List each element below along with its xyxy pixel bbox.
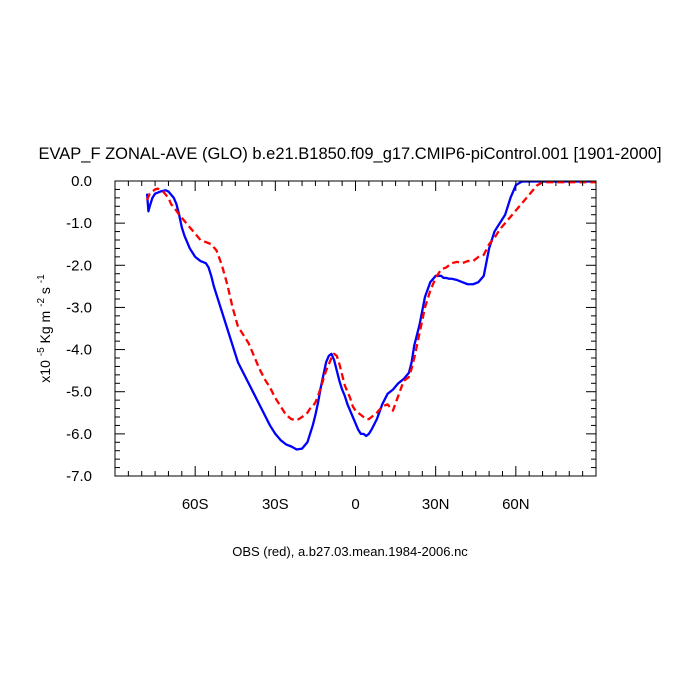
y-axis-label-unit2: s bbox=[37, 287, 53, 294]
y-tick-label: -4.0 bbox=[66, 342, 92, 359]
y-axis-label: x10 -5 Kg m -2 s -1 bbox=[31, 274, 53, 383]
chart-title: EVAP_F ZONAL-AVE (GLO) b.e21.B1850.f09_g… bbox=[38, 145, 661, 163]
series-line-obs bbox=[146, 181, 596, 422]
ticks-layer bbox=[115, 180, 596, 477]
y-tick-label: -2.0 bbox=[66, 257, 92, 274]
plot-frame bbox=[114, 180, 597, 477]
chart-subtitle: OBS (red), a.b27.03.mean.1984-2006.nc bbox=[232, 544, 468, 559]
x-tick-label: 60N bbox=[502, 496, 530, 513]
y-tick-label: -6.0 bbox=[66, 426, 92, 443]
y-tick-label: -5.0 bbox=[66, 384, 92, 401]
series-line-model bbox=[145, 181, 596, 451]
y-tick-label: -7.0 bbox=[66, 468, 92, 485]
series-layer bbox=[145, 181, 596, 451]
y-axis-label-unit1: Kg m bbox=[37, 311, 53, 344]
y-axis-label-exp3: -1 bbox=[36, 274, 47, 283]
y-axis-label-prefix: x10 bbox=[37, 360, 53, 383]
y-axis-label-exp2: -2 bbox=[36, 298, 47, 307]
x-tick-label: 60S bbox=[182, 496, 209, 513]
y-tick-labels: 0.0 -1.0 -2.0 -3.0 -4.0 -5.0 -6.0 -7.0 bbox=[66, 173, 92, 485]
y-tick-label: -3.0 bbox=[66, 299, 92, 316]
y-tick-label: 0.0 bbox=[71, 173, 92, 190]
y-axis-label-exp1: -5 bbox=[36, 347, 47, 356]
x-tick-label: 30N bbox=[422, 496, 450, 513]
y-tick-label: -1.0 bbox=[66, 215, 92, 232]
x-tick-label: 0 bbox=[351, 496, 359, 513]
x-tick-label: 30S bbox=[262, 496, 289, 513]
x-tick-labels: 60S 30S 0 30N 60N bbox=[182, 496, 530, 513]
